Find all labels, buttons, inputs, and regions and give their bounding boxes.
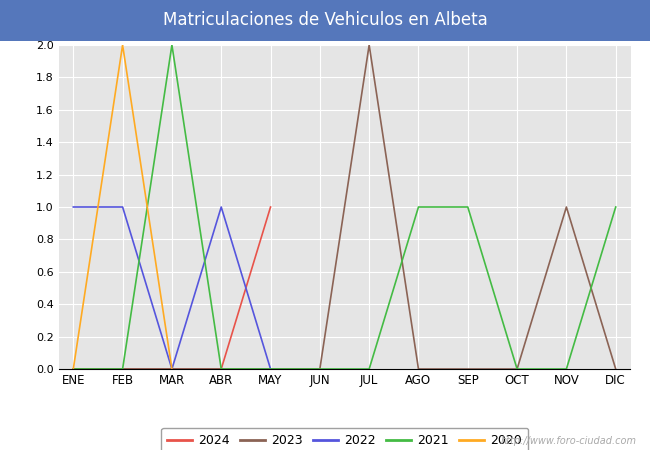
Text: http://www.foro-ciudad.com: http://www.foro-ciudad.com — [501, 436, 637, 446]
Text: Matriculaciones de Vehiculos en Albeta: Matriculaciones de Vehiculos en Albeta — [162, 11, 488, 29]
Legend: 2024, 2023, 2022, 2021, 2020: 2024, 2023, 2022, 2021, 2020 — [161, 428, 528, 450]
